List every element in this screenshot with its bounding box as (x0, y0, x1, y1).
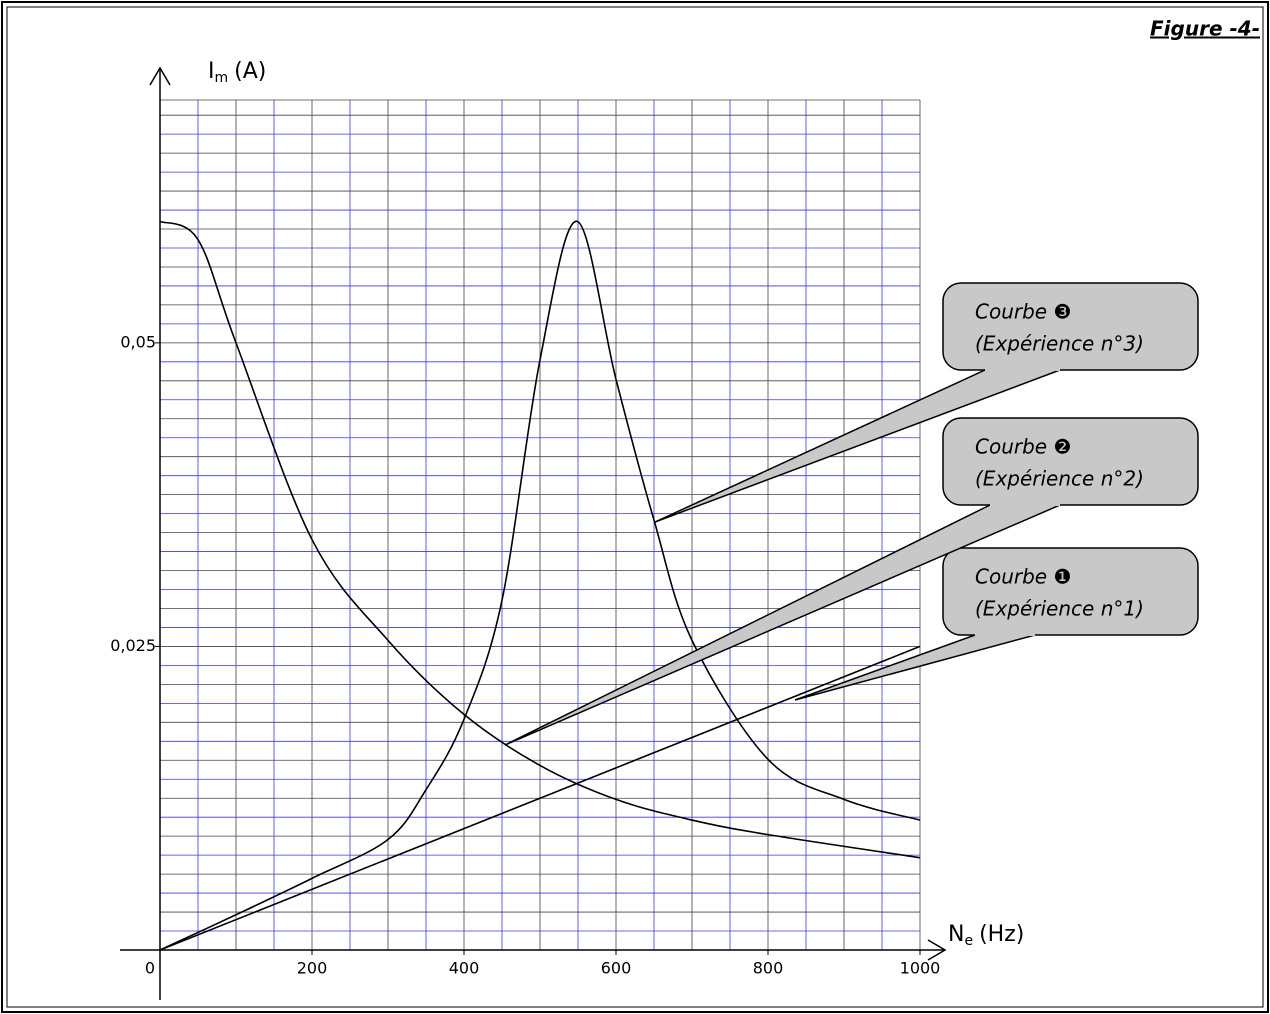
x-tick-label: 800 (753, 959, 784, 978)
curve (159, 645, 921, 951)
x-unit: (Hz) (979, 922, 1024, 947)
x-tick-label: 1000 (900, 959, 941, 978)
x-arrow (927, 939, 947, 961)
legend-label: (Expérience n°2) (975, 467, 1144, 491)
legend-name: Courbe ❸ (975, 300, 1071, 324)
curve (159, 220, 921, 951)
legend-label: (Expérience n°1) (975, 597, 1144, 621)
callout-box (942, 547, 1199, 636)
x-tick-label: 0 (145, 959, 155, 978)
y-unit: (A) (234, 59, 266, 84)
y-arrow (149, 66, 171, 86)
curve (159, 220, 921, 859)
callout-join (985, 367, 1060, 371)
callout-tail (794, 634, 1036, 701)
x-tick-label: 400 (449, 959, 480, 978)
chart-title: Figure -4- (1150, 17, 1260, 41)
legend-name: Courbe ❶ (975, 565, 1071, 589)
y-tick-label: 0,05 (120, 332, 156, 351)
callout-box (942, 282, 1199, 371)
frame-inner (6, 6, 1264, 1008)
grid (159, 99, 921, 951)
x-axis-label: Ne (Hz) (948, 922, 1024, 949)
y-sub: m (215, 70, 229, 86)
legend-name: Courbe ❷ (975, 435, 1071, 459)
legend-label: (Expérience n°3) (975, 332, 1144, 356)
x-tick-label: 200 (297, 959, 328, 978)
x-tick-label: 600 (601, 959, 632, 978)
y-tick-label: 0,025 (110, 636, 156, 655)
callout-join (990, 502, 1060, 506)
y-symbol: I (208, 59, 215, 84)
callout-join (975, 632, 1035, 636)
callout-box (942, 417, 1199, 506)
y-axis-label: Im (A) (208, 59, 266, 86)
x-symbol: N (948, 922, 964, 947)
x-sub: e (964, 933, 973, 949)
